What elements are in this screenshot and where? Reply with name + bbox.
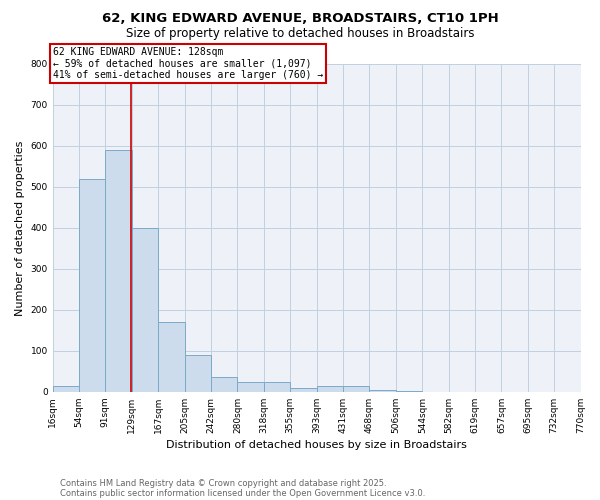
Bar — [53, 386, 79, 392]
Text: Contains HM Land Registry data © Crown copyright and database right 2025.: Contains HM Land Registry data © Crown c… — [60, 478, 386, 488]
Text: Contains public sector information licensed under the Open Government Licence v3: Contains public sector information licen… — [60, 488, 425, 498]
Bar — [264, 382, 290, 392]
Bar — [158, 322, 185, 392]
Bar — [105, 150, 132, 392]
Text: 62, KING EDWARD AVENUE, BROADSTAIRS, CT10 1PH: 62, KING EDWARD AVENUE, BROADSTAIRS, CT1… — [101, 12, 499, 26]
Bar — [79, 178, 105, 392]
Bar — [395, 390, 422, 392]
Bar — [185, 355, 211, 392]
Bar — [132, 228, 158, 392]
Bar — [238, 382, 264, 392]
Bar — [290, 388, 317, 392]
Bar — [369, 390, 395, 392]
X-axis label: Distribution of detached houses by size in Broadstairs: Distribution of detached houses by size … — [166, 440, 467, 450]
Bar — [211, 378, 238, 392]
Y-axis label: Number of detached properties: Number of detached properties — [15, 140, 25, 316]
Bar — [317, 386, 343, 392]
Bar — [343, 386, 369, 392]
Text: Size of property relative to detached houses in Broadstairs: Size of property relative to detached ho… — [126, 28, 474, 40]
Text: 62 KING EDWARD AVENUE: 128sqm
← 59% of detached houses are smaller (1,097)
41% o: 62 KING EDWARD AVENUE: 128sqm ← 59% of d… — [53, 47, 323, 80]
